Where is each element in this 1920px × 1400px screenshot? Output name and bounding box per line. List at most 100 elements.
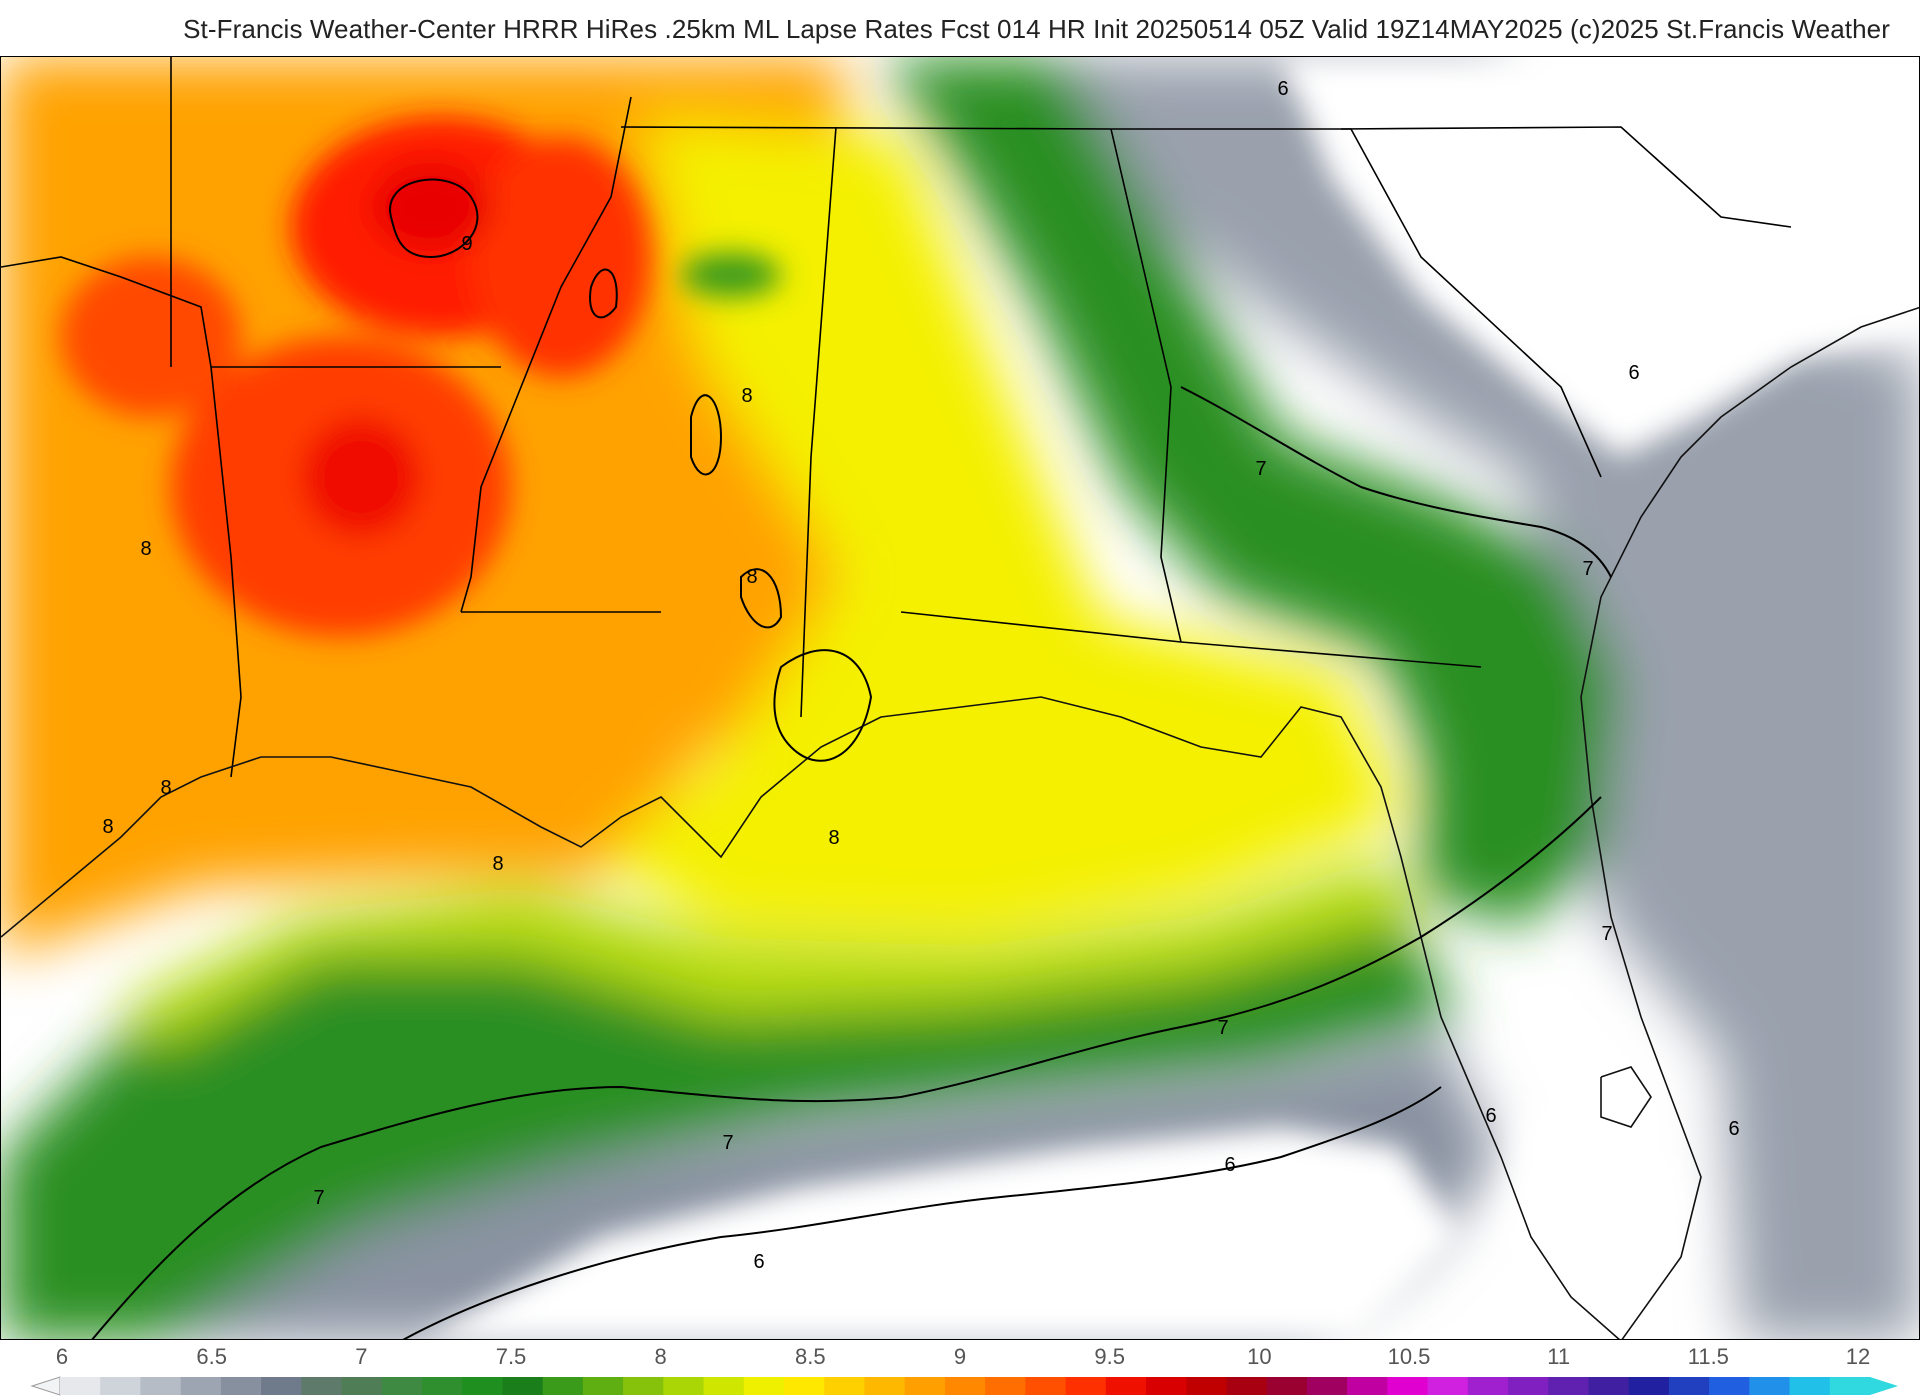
colorbar-tick-label: 10	[1247, 1344, 1272, 1369]
contour-8-c	[773, 649, 873, 762]
contour-label-layer: 9 8 8 8 8 8 8 8 7 7 7 7 7 6 6 6 6 6 6 7	[102, 78, 1739, 1273]
colorbar-tick-label: 6	[55, 1344, 69, 1369]
colorbar-swatch	[1186, 1377, 1227, 1395]
contour-9	[389, 178, 479, 259]
colorbar-swatch	[462, 1377, 503, 1395]
boundary-tn	[620, 126, 1112, 130]
boundary-nc-sc	[1340, 126, 1792, 228]
colorbar-tick-label: 6.5	[196, 1344, 227, 1369]
colorbar-swatch	[140, 1377, 182, 1395]
colorbar-swatch	[582, 1377, 624, 1395]
boundary-ok-tx	[1, 256, 212, 368]
boundary-tx-la	[210, 366, 242, 778]
colorbar-swatch	[1548, 1377, 1589, 1395]
field-red-core-2	[301, 417, 421, 537]
coast-lake-okeechobee	[1600, 1066, 1652, 1128]
colorbar-swatch	[502, 1377, 544, 1395]
colorbar-arrow-low	[30, 1376, 61, 1396]
colorbar-swatch	[1226, 1377, 1268, 1395]
colorbar-swatch	[1467, 1377, 1509, 1395]
colorbar-arrow-high	[1870, 1377, 1898, 1395]
field-red-max-west	[61, 257, 241, 417]
map-title: St-Francis Weather-Center HRRR HiRes .25…	[183, 14, 1890, 44]
contour-label: 6	[1485, 1105, 1496, 1127]
map-panel: 9 8 8 8 8 8 8 8 7 7 7 7 7 6 6 6 6 6 6 7	[0, 56, 1920, 1340]
contour-6-south	[402, 1086, 1442, 1339]
colorbar-swatch	[1749, 1377, 1791, 1395]
colorbar-swatch	[1588, 1377, 1630, 1395]
map-canvas: 9 8 8 8 8 8 8 8 7 7 7 7 7 6 6 6 6 6 6 7	[1, 57, 1919, 1339]
contour-7-south	[91, 796, 1602, 1339]
contour-label: 8	[492, 853, 503, 875]
boundary-fl-north	[900, 611, 1482, 668]
colorbar-tick-label: 8	[654, 1344, 667, 1369]
colorbar-swatch	[1668, 1377, 1710, 1395]
colorbar-swatch	[542, 1377, 584, 1395]
field-yellow	[601, 117, 1401, 937]
colorbar-swatch	[1146, 1377, 1187, 1395]
contour-8-d	[589, 268, 618, 319]
contour-label: 6	[1224, 1154, 1235, 1176]
field-lime	[121, 857, 1421, 1047]
boundary-al-ga	[1110, 128, 1182, 643]
colorbar-swatch	[422, 1377, 463, 1395]
colorbar-tick-label: 10.5	[1387, 1344, 1431, 1369]
colorbar-swatch	[1829, 1377, 1871, 1395]
colorbar-swatch	[381, 1377, 423, 1395]
contour-7-east	[1180, 386, 1612, 578]
colorbar-swatch	[220, 1377, 262, 1395]
colorbar-swatch	[1508, 1377, 1549, 1395]
colorbar-swatch	[1628, 1377, 1670, 1395]
contour-8-a	[690, 394, 723, 476]
colorbar-swatch	[663, 1377, 705, 1395]
coast-atlantic	[1580, 306, 1919, 1339]
colorbar-swatch	[824, 1377, 865, 1395]
contour-label: 7	[313, 1187, 324, 1209]
colorbar-tick-label: 8.5	[795, 1344, 826, 1369]
contour-label: 6	[1628, 362, 1639, 384]
state-boundaries	[1, 57, 1792, 778]
colorbar-swatch	[261, 1377, 302, 1395]
colorbar-swatch	[1266, 1377, 1308, 1395]
colorbar-swatch	[703, 1377, 745, 1395]
colorbar-tick-label: 12	[1845, 1344, 1871, 1369]
colorbar-swatch	[904, 1377, 946, 1395]
contour-label: 7	[1217, 1017, 1228, 1039]
colorbar-swatch	[1709, 1377, 1750, 1395]
field-red-core	[371, 162, 491, 252]
colorbar-swatch	[1306, 1377, 1348, 1395]
field-white-florida	[1501, 1097, 1691, 1339]
colorbar-swatch	[1065, 1377, 1107, 1395]
colorbar-swatch	[1025, 1377, 1067, 1395]
colorbar-tick-label: 7.5	[495, 1344, 527, 1369]
colorbar-swatch	[341, 1377, 383, 1395]
contour-label: 8	[746, 566, 757, 588]
colorbar-swatch	[100, 1377, 141, 1395]
colorbar-swatch	[180, 1377, 222, 1395]
contour-label: 8	[140, 538, 151, 560]
title-bar: St-Francis Weather-Center HRRR HiRes .25…	[0, 0, 1920, 56]
field-green-north	[881, 57, 1621, 927]
colorbar-swatch	[60, 1377, 101, 1395]
boundary-ms-river	[460, 96, 632, 613]
field-white-gulf	[424, 1127, 1461, 1339]
coast-texas	[1, 696, 1620, 1339]
colorbar-swatch	[864, 1377, 906, 1395]
contour-label: 6	[1277, 78, 1288, 100]
contour-label: 6	[753, 1251, 764, 1273]
contour-label: 8	[102, 816, 113, 838]
colorbar-swatch	[784, 1377, 825, 1395]
colorbar-swatch	[944, 1377, 986, 1395]
boundary-ga-sc	[1111, 128, 1602, 478]
contour-label: 8	[160, 777, 171, 799]
colorbar-swatch	[301, 1377, 343, 1395]
contour-label: 8	[741, 385, 752, 407]
boundary-ms-al	[800, 126, 837, 718]
contour-label: 8	[828, 827, 839, 849]
colorbar: 6 6.5 7 7.5 8 8.5 9 9.5 10 10.5 11 11.5 12	[0, 1340, 1920, 1400]
colorbar-tick-label: 9	[953, 1344, 967, 1369]
colorbar-strip	[30, 1376, 1898, 1396]
colorbar-tick-label: 11	[1547, 1344, 1571, 1369]
contour-8-b	[740, 568, 783, 629]
colorbar-tick-label: 7	[355, 1344, 368, 1369]
